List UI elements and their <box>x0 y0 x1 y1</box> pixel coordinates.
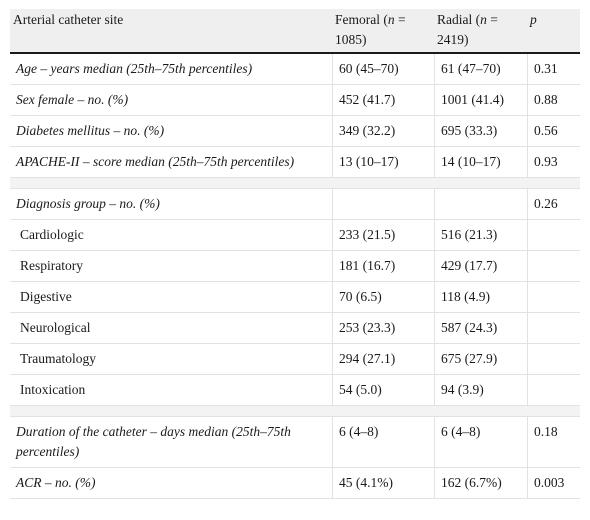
radial-value: 675 (27.9) <box>434 344 527 375</box>
p-value <box>527 251 580 282</box>
row-label: ACR – no. (%) <box>10 468 332 499</box>
spacer-cell <box>10 178 580 189</box>
header-femoral-prefix: Femoral ( <box>335 12 388 27</box>
header-radial-count: = 2419) <box>437 12 498 47</box>
table-row: Diagnosis group – no. (%) 0.26 <box>10 189 580 220</box>
row-label: Diabetes mellitus – no. (%) <box>10 116 332 147</box>
table-row: Cardiologic 233 (21.5) 516 (21.3) <box>10 220 580 251</box>
header-femoral: Femoral (n = 1085) <box>332 9 434 54</box>
table-row: Duration of the catheter – days median (… <box>10 417 580 468</box>
table-row: Respiratory 181 (16.7) 429 (17.7) <box>10 251 580 282</box>
p-value: 0.18 <box>527 417 580 468</box>
table-row: Age – years median (25th–75th percentile… <box>10 54 580 85</box>
header-radial: Radial (n = 2419) <box>434 9 527 54</box>
row-label: Duration of the catheter – days median (… <box>10 417 332 468</box>
femoral-value: 452 (41.7) <box>332 85 434 116</box>
radial-value: 516 (21.3) <box>434 220 527 251</box>
p-value <box>527 375 580 406</box>
femoral-value: 349 (32.2) <box>332 116 434 147</box>
radial-value: 94 (3.9) <box>434 375 527 406</box>
table-row: ACR – no. (%) 45 (4.1%) 162 (6.7%) 0.003 <box>10 468 580 499</box>
row-label: Diagnosis group – no. (%) <box>10 189 332 220</box>
radial-value: 1001 (41.4) <box>434 85 527 116</box>
header-p: p <box>527 9 580 54</box>
radial-value: 429 (17.7) <box>434 251 527 282</box>
femoral-value: 45 (4.1%) <box>332 468 434 499</box>
header-femoral-n: n <box>387 12 395 27</box>
row-label: Digestive <box>10 282 332 313</box>
radial-value: 162 (6.7%) <box>434 468 527 499</box>
arterial-catheter-table: Arterial catheter site Femoral (n = 1085… <box>10 9 580 499</box>
p-value <box>527 344 580 375</box>
table-row: Intoxication 54 (5.0) 94 (3.9) <box>10 375 580 406</box>
radial-value: 6 (4–8) <box>434 417 527 468</box>
p-value: 0.88 <box>527 85 580 116</box>
femoral-value: 60 (45–70) <box>332 54 434 85</box>
femoral-value: 13 (10–17) <box>332 147 434 178</box>
row-label: Intoxication <box>10 375 332 406</box>
row-label: Traumatology <box>10 344 332 375</box>
row-label: Respiratory <box>10 251 332 282</box>
radial-value: 61 (47–70) <box>434 54 527 85</box>
p-value: 0.93 <box>527 147 580 178</box>
row-label: Age – years median (25th–75th percentile… <box>10 54 332 85</box>
table-row: Sex female – no. (%) 452 (41.7) 1001 (41… <box>10 85 580 116</box>
p-value: 0.31 <box>527 54 580 85</box>
header-radial-n: n <box>480 12 487 27</box>
femoral-value: 54 (5.0) <box>332 375 434 406</box>
radial-value: 14 (10–17) <box>434 147 527 178</box>
p-value <box>527 282 580 313</box>
row-label: APACHE-II – score median (25th–75th perc… <box>10 147 332 178</box>
femoral-value: 70 (6.5) <box>332 282 434 313</box>
header-radial-prefix: Radial ( <box>437 12 481 27</box>
spacer-cell <box>10 406 580 417</box>
table-row: Neurological 253 (23.3) 587 (24.3) <box>10 313 580 344</box>
femoral-value: 6 (4–8) <box>332 417 434 468</box>
table-row: Traumatology 294 (27.1) 675 (27.9) <box>10 344 580 375</box>
femoral-value: 253 (23.3) <box>332 313 434 344</box>
header-site: Arterial catheter site <box>10 9 332 54</box>
table-row: Digestive 70 (6.5) 118 (4.9) <box>10 282 580 313</box>
p-value: 0.26 <box>527 189 580 220</box>
section-spacer <box>10 406 580 417</box>
header-site-label: Arterial catheter site <box>13 12 124 27</box>
header-femoral-count: = 1085) <box>335 12 406 47</box>
row-label: Neurological <box>10 313 332 344</box>
table-row: Diabetes mellitus – no. (%) 349 (32.2) 6… <box>10 116 580 147</box>
header-row: Arterial catheter site Femoral (n = 1085… <box>10 9 580 54</box>
femoral-value: 181 (16.7) <box>332 251 434 282</box>
table-row: APACHE-II – score median (25th–75th perc… <box>10 147 580 178</box>
femoral-value: 233 (21.5) <box>332 220 434 251</box>
radial-value: 118 (4.9) <box>434 282 527 313</box>
row-label: Cardiologic <box>10 220 332 251</box>
section-spacer <box>10 178 580 189</box>
header-p-label: p <box>530 12 537 27</box>
radial-value <box>434 189 527 220</box>
femoral-value: 294 (27.1) <box>332 344 434 375</box>
p-value <box>527 313 580 344</box>
p-value: 0.003 <box>527 468 580 499</box>
p-value <box>527 220 580 251</box>
row-label: Sex female – no. (%) <box>10 85 332 116</box>
p-value: 0.56 <box>527 116 580 147</box>
radial-value: 695 (33.3) <box>434 116 527 147</box>
radial-value: 587 (24.3) <box>434 313 527 344</box>
femoral-value <box>332 189 434 220</box>
